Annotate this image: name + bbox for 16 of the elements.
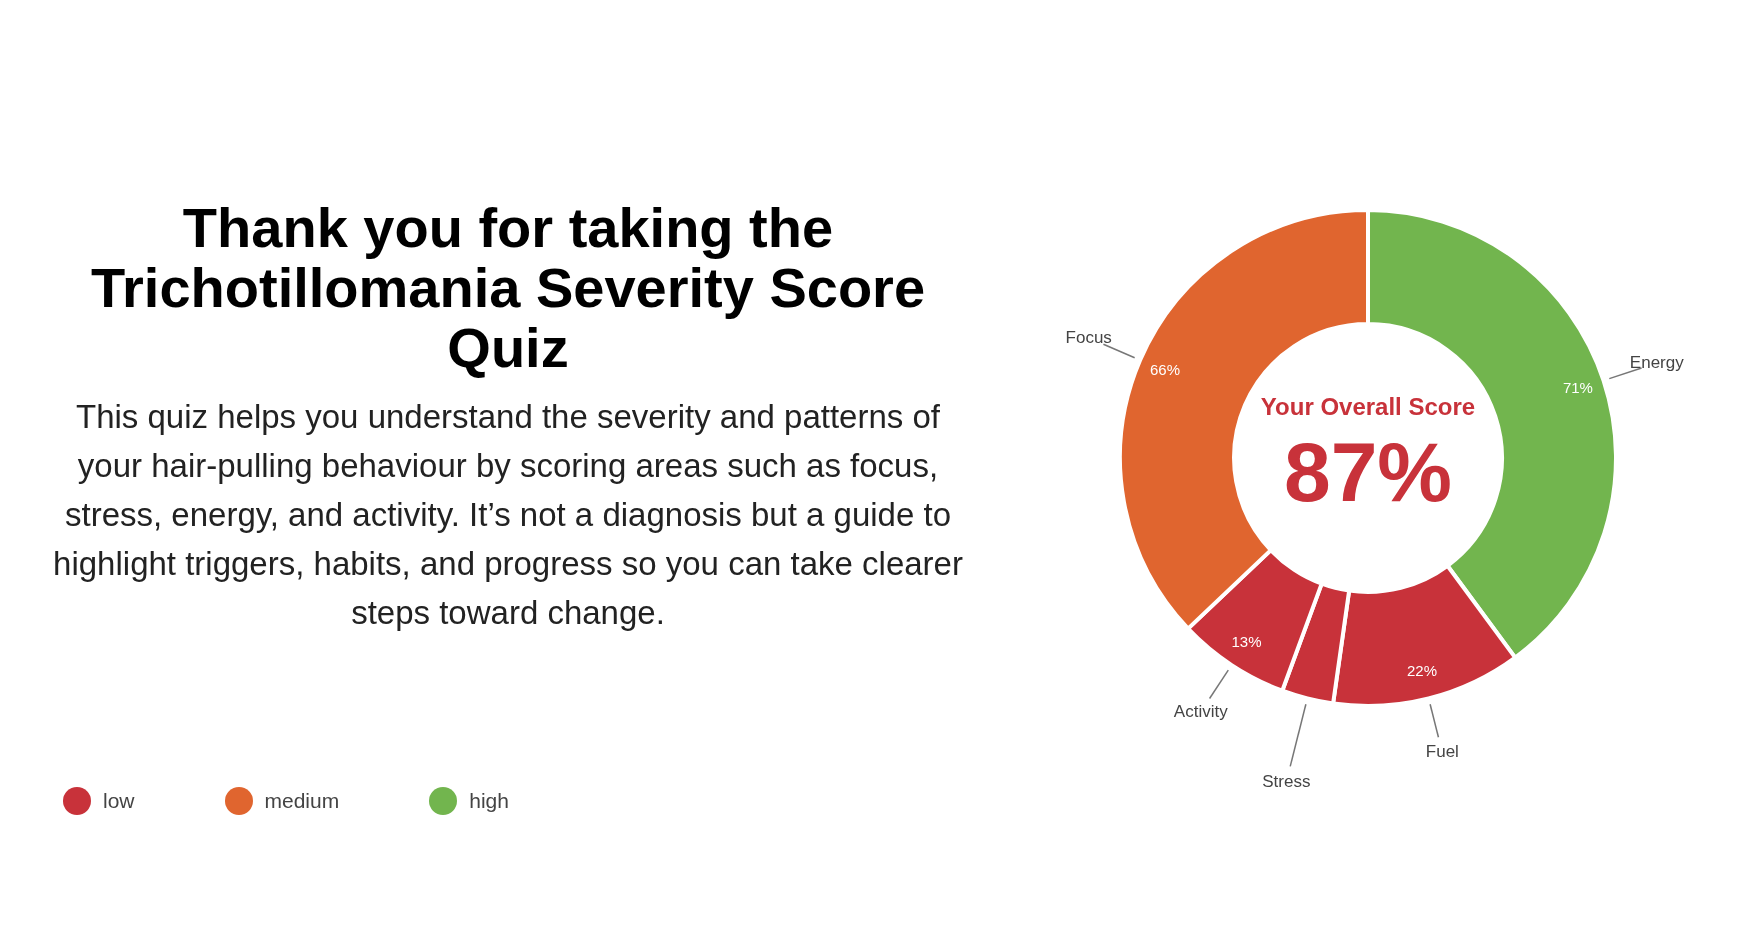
- text: high: [469, 789, 509, 813]
- text: Thank you for taking the Trichotillomania Severity Score Quiz: [89, 196, 927, 379]
- data-label: 22%: [1407, 662, 1438, 680]
- data-label: 13%: [1231, 632, 1262, 650]
- slice-label: Activity: [1173, 701, 1229, 721]
- slice-label: Stress: [1262, 771, 1311, 791]
- text: 87%: [1283, 425, 1453, 520]
- slice-label: Energy: [1629, 352, 1685, 372]
- text: Your Overall Score: [1260, 392, 1476, 420]
- text: low: [103, 789, 135, 813]
- slice-label: Fuel: [1425, 742, 1459, 762]
- data-label: 66%: [1149, 360, 1181, 378]
- text: This quiz helps you understand the severity and patterns of your hair-pulling behaviour by scoring areas such as focus, stress, energy, and activity. It’s not a diagnosis but a guide to highlight triggers, habits, and progress so you can take clearer steps toward change.: [52, 397, 964, 633]
- text: medium: [264, 789, 340, 813]
- slice-label: Focus: [1065, 327, 1112, 347]
- data-label: 71%: [1562, 379, 1593, 397]
